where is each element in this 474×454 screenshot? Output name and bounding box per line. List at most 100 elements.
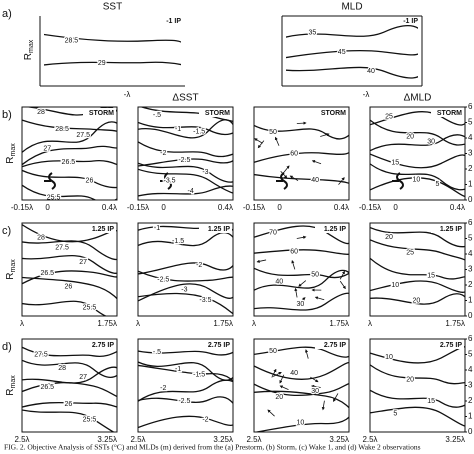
contour-label: -3: [181, 286, 187, 293]
right-tick-label: 1: [468, 180, 473, 189]
x-label: -λ: [124, 90, 131, 99]
contours: [22, 346, 117, 432]
contour-line: [44, 61, 181, 66]
storm-symbol: [276, 172, 288, 190]
contour-line: [22, 184, 117, 200]
current-vector: [254, 138, 263, 144]
contour-line: [254, 390, 349, 409]
right-tick-label: 5: [468, 350, 473, 359]
tag-bg: [199, 108, 232, 117]
contour-label: -1: [175, 366, 181, 373]
panel-tag: 2.75 IP: [324, 342, 347, 349]
contour-label: 20: [385, 234, 393, 241]
panel-frame: [137, 338, 234, 433]
contour-line: [22, 401, 117, 408]
contour-line: [138, 379, 233, 403]
tag-bg: [431, 108, 464, 117]
contour-label: 40: [290, 370, 298, 377]
tag-bg: [199, 224, 232, 233]
current-vector: [320, 133, 330, 137]
row-label: b): [2, 109, 12, 121]
current-vector: [339, 270, 345, 280]
contour-label: -1.5: [193, 371, 205, 378]
panel-frame: [137, 222, 234, 317]
x-tick-label: 0.4λ: [450, 203, 465, 212]
contour-label: 27: [43, 145, 51, 152]
current-vector: [291, 259, 296, 270]
contour-line: [286, 24, 418, 38]
right-tick-label: 3: [468, 381, 473, 390]
right-tick-label: 2: [468, 280, 473, 289]
current-vector: [309, 376, 319, 383]
contour-line: [370, 389, 465, 408]
contour-label: -1.5: [172, 238, 184, 245]
contour-label: 35: [309, 29, 317, 36]
panel-tag: 1.25 IP: [208, 226, 231, 233]
current-vector: [256, 259, 267, 263]
current-vector: [267, 409, 275, 417]
y-axis-label-main: R: [23, 53, 34, 60]
contour-label: 60: [290, 248, 298, 255]
y-axis-label-sub: max: [10, 259, 17, 273]
contour-line: [254, 382, 349, 397]
contour-label: 50: [269, 348, 277, 355]
contour-line: [286, 49, 418, 59]
contours: [22, 223, 117, 316]
x-tick-label: λ: [368, 319, 372, 328]
contours: [370, 346, 465, 427]
current-vector: [272, 371, 282, 377]
panel-title: MLD: [341, 2, 362, 13]
right-tick-label: 1: [468, 412, 473, 421]
contour-label: 10: [296, 420, 304, 427]
y-axis-label-sub: max: [10, 143, 17, 157]
current-vector: [298, 280, 307, 287]
y-axis-label-main: R: [5, 389, 16, 396]
contour-label: 10: [391, 282, 399, 289]
contour-line: [370, 226, 465, 248]
contour-label: 28: [37, 234, 45, 241]
panel-frame: [137, 106, 234, 201]
contour-label: 45: [338, 49, 346, 56]
right-tick-label: 0: [468, 195, 473, 204]
panel-tag: 2.75 IP: [208, 342, 231, 349]
right-tick-label: 3: [468, 265, 473, 274]
contour-label: -.5: [153, 349, 161, 356]
contour-line: [22, 169, 117, 189]
x-tick-label: 0: [277, 203, 282, 212]
contour-label: 20: [406, 134, 414, 141]
x-tick-label: 0.4λ: [218, 203, 233, 212]
contour-line: [22, 346, 117, 358]
current-vector: [338, 177, 345, 185]
contour-line: [22, 270, 117, 285]
contour-line: [370, 119, 465, 146]
contour-line: [22, 119, 117, 133]
contour-label: 15: [427, 398, 435, 405]
contour-line: [370, 293, 465, 305]
contours: [138, 107, 233, 197]
contour-label: 28.5: [65, 38, 79, 45]
panel-frame: [21, 106, 118, 201]
current-vector: [311, 160, 322, 165]
panel-tag: 1.25 IP: [324, 226, 347, 233]
contour-label: 50: [269, 129, 277, 136]
contour-label: -2: [196, 262, 202, 269]
contour-label: -3.5: [199, 297, 211, 304]
contour-label: 10: [412, 176, 420, 183]
contour-line: [370, 406, 465, 427]
x-tick-label: 2.5λ: [362, 435, 377, 444]
x-tick-label: 3.25λ: [329, 435, 349, 444]
contour-line: [22, 366, 117, 384]
y-axis-label-sub: max: [10, 375, 17, 389]
right-tick-label: 4: [468, 249, 473, 258]
contour-label: 26: [64, 401, 72, 408]
current-vector: [271, 368, 277, 378]
contour-label: 40: [367, 68, 375, 75]
current-vector: [280, 170, 288, 179]
x-tick-label: 3.25λ: [445, 435, 465, 444]
row-label: c): [2, 225, 11, 237]
panel-title: ΔMLD: [404, 93, 432, 104]
contour-label: 5: [435, 181, 439, 188]
contour-label: 60: [290, 150, 298, 157]
panel-frame: [253, 106, 350, 201]
